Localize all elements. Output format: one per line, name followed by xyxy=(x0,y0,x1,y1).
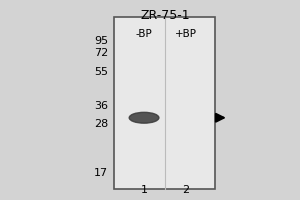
Text: ZR-75-1: ZR-75-1 xyxy=(140,9,190,22)
Text: +BP: +BP xyxy=(175,29,197,39)
FancyBboxPatch shape xyxy=(114,17,215,189)
Text: 72: 72 xyxy=(94,48,108,58)
Ellipse shape xyxy=(129,112,159,123)
Text: 1: 1 xyxy=(141,185,148,195)
Text: -BP: -BP xyxy=(136,29,152,39)
Text: 95: 95 xyxy=(94,36,108,46)
Text: 28: 28 xyxy=(94,119,108,129)
Text: 36: 36 xyxy=(94,101,108,111)
Text: 55: 55 xyxy=(94,67,108,77)
Text: 17: 17 xyxy=(94,168,108,178)
Text: 2: 2 xyxy=(182,185,189,195)
